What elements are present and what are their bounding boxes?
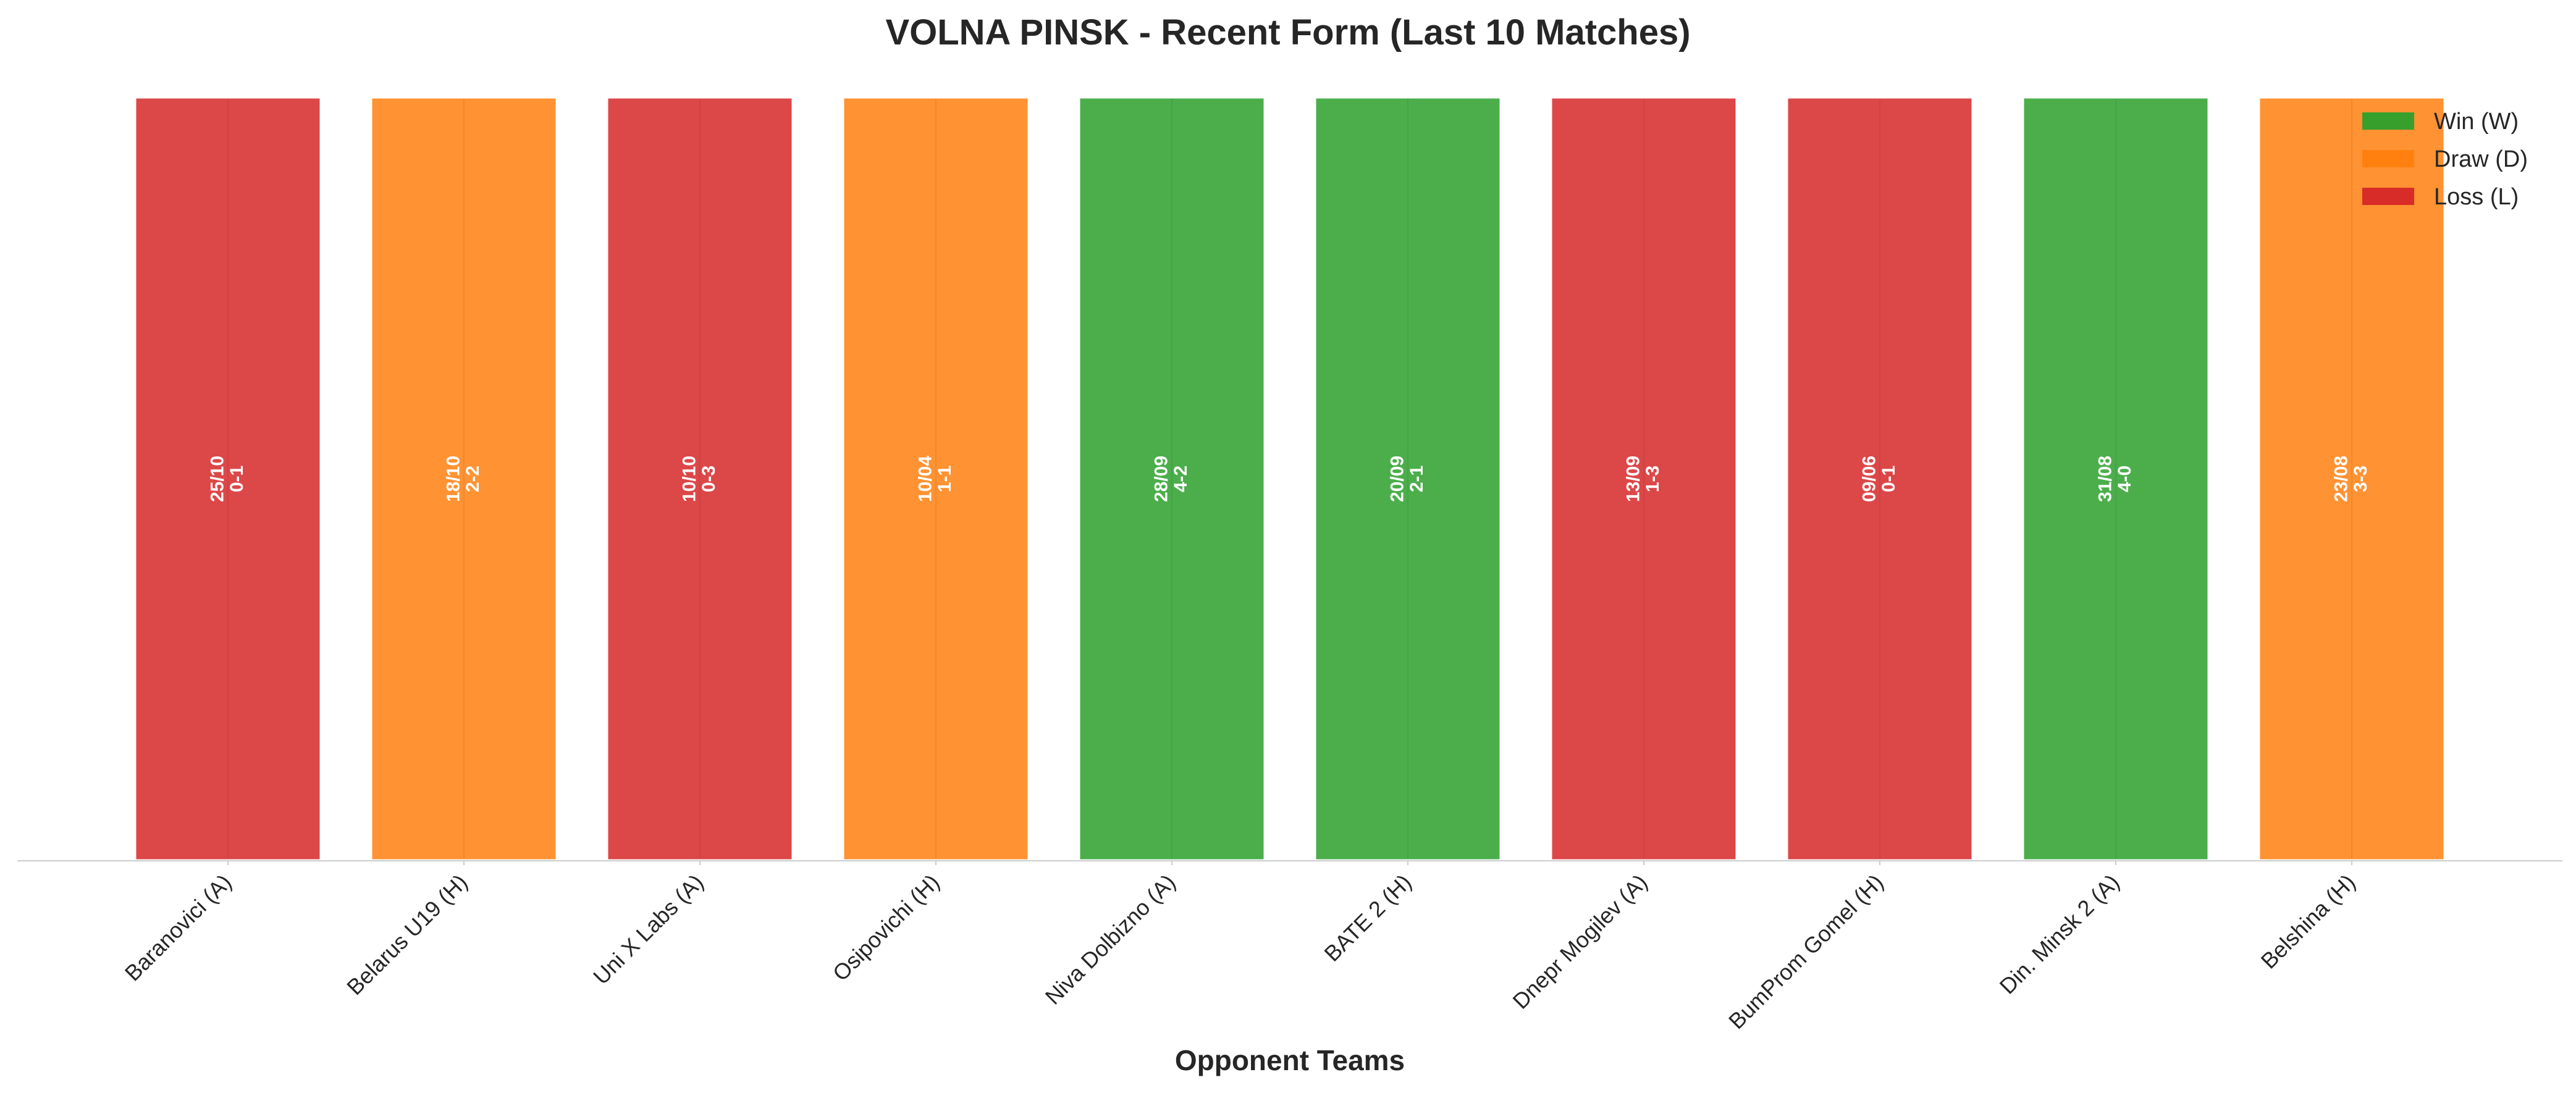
bar-label-5: 28/094-2 <box>1151 456 1192 502</box>
bar-2 <box>370 96 558 861</box>
bar-score-label: 0-3 <box>699 466 719 492</box>
bar-label-3: 10/100-3 <box>680 456 720 502</box>
x-tick-label-3: Uni X Labs (A) <box>588 869 709 990</box>
legend-label-d: Draw (D) <box>2434 146 2528 172</box>
legend-swatch-d <box>2362 150 2414 167</box>
bar-date-label: 31/08 <box>2095 456 2116 502</box>
x-tick-label-6: BATE 2 (H) <box>1319 869 1416 966</box>
bar-label-1: 25/100-1 <box>208 456 248 502</box>
x-tick-label-2: Belarus U19 (H) <box>342 869 472 1000</box>
x-tick-label-4: Osipovichi (H) <box>828 869 945 986</box>
x-tick-label-5: Niva Dolbizno (A) <box>1040 869 1181 1010</box>
bar-score-label: 4-0 <box>2115 466 2135 492</box>
x-tick-label-10: Belshina (H) <box>2256 869 2360 974</box>
bar-label-6: 20/092-1 <box>1387 456 1428 502</box>
bar-score-label: 1-1 <box>935 466 955 492</box>
bar-6 <box>1314 96 1502 861</box>
bar-date-label: 23/08 <box>2331 456 2352 502</box>
bar-label-10: 23/083-3 <box>2331 456 2372 502</box>
bar-label-4: 10/041-1 <box>915 456 956 502</box>
bar-date-label: 10/10 <box>680 456 700 502</box>
bar-label-8: 09/060-1 <box>1859 456 1900 502</box>
legend: Win (W) Draw (D) Loss (L) <box>2362 109 2528 210</box>
bar-date-label: 25/10 <box>208 456 228 502</box>
legend-label-w: Win (W) <box>2434 109 2519 135</box>
bar-7 <box>1550 96 1738 861</box>
bar-date-label: 20/09 <box>1387 456 1408 502</box>
bar-score-label: 4-2 <box>1171 466 1191 492</box>
bar-score-label: 1-3 <box>1643 466 1663 492</box>
legend-swatch-w <box>2362 112 2414 130</box>
bar-date-label: 28/09 <box>1151 456 1172 502</box>
chart-title: VOLNA PINSK - Recent Form (Last 10 Match… <box>885 12 1690 52</box>
bar-score-label: 2-2 <box>463 466 483 492</box>
x-axis-label: Opponent Teams <box>1175 1044 1405 1076</box>
bar-1 <box>134 96 322 861</box>
bar-score-label: 0-1 <box>227 466 247 492</box>
x-tick-label-1: Baranovici (A) <box>120 869 237 986</box>
x-tick-label-8: BumProm Gomel (H) <box>1724 869 1888 1034</box>
bar-label-7: 13/091-3 <box>1623 456 1664 502</box>
bar-5 <box>1078 96 1266 861</box>
legend-label-l: Loss (L) <box>2434 184 2519 210</box>
bar-4 <box>842 96 1030 861</box>
bar-date-label: 10/04 <box>915 456 936 502</box>
x-tick-label-9: Din. Minsk 2 (A) <box>1995 869 2124 999</box>
x-tick-labels: Baranovici (A) Belarus U19 (H) Uni X Labs … <box>120 860 2360 1034</box>
bar-score-label: 2-1 <box>1407 466 1427 492</box>
legend-swatch-l <box>2362 188 2414 205</box>
bar-label-9: 31/084-0 <box>2095 456 2136 502</box>
bar-10 <box>2258 96 2446 861</box>
bar-date-label: 13/09 <box>1623 456 1644 502</box>
bar-3 <box>606 96 794 861</box>
bar-date-label: 09/06 <box>1859 456 1880 502</box>
bar-label-2: 18/102-2 <box>444 456 484 502</box>
x-tick-label-7: Dnepr Mogilev (A) <box>1508 869 1652 1014</box>
bar-score-label: 0-1 <box>1879 466 1899 492</box>
bars-layer: 25/100-1 18/102-2 10/100-3 10/041-1 28/094-2… <box>134 96 2446 861</box>
bar-score-label: 3-3 <box>2351 466 2371 492</box>
bar-date-label: 18/10 <box>444 456 464 502</box>
